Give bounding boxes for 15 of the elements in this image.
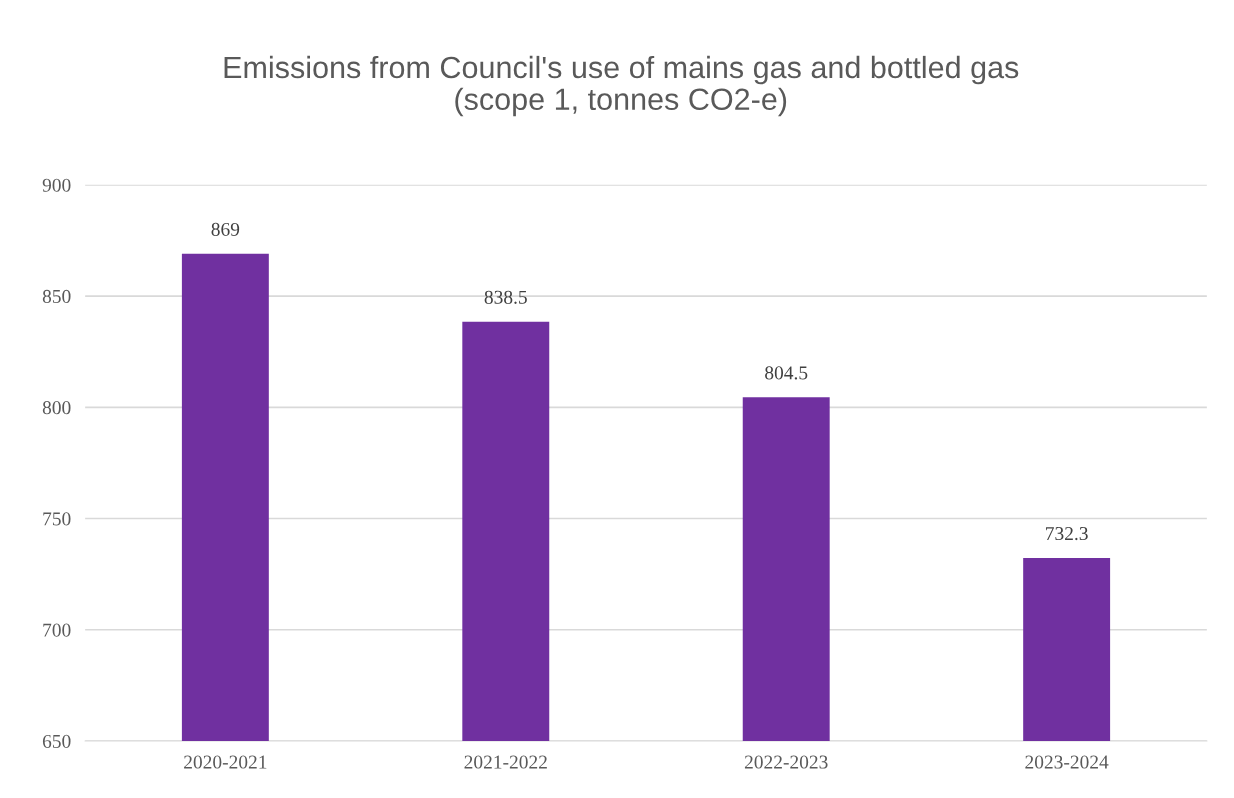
y-tick-label: 750 [43, 512, 71, 526]
y-tick-label: 800 [42, 401, 71, 415]
x-tick-label: 2021-2022 [464, 755, 547, 769]
y-tick-label: 850 [42, 289, 71, 303]
data-label: 838.5 [484, 290, 527, 304]
data-label: 732.3 [1046, 527, 1088, 541]
x-tick-label: 2022-2023 [744, 755, 828, 769]
x-tick-label: 2020-2021 [184, 755, 267, 769]
data-label: 804.5 [765, 366, 808, 380]
data-label: 869 [211, 222, 240, 236]
y-tick-label: 900 [42, 178, 71, 192]
chart-title: Emissions from Council's use of mains gas and bottled gas (scope 1, tonnes CO2-e) [224, 55, 1019, 117]
y-tick-label: 700 [43, 623, 71, 637]
x-tick-label: 2023-2024 [1025, 755, 1109, 769]
y-tick-label: 650 [42, 734, 71, 748]
